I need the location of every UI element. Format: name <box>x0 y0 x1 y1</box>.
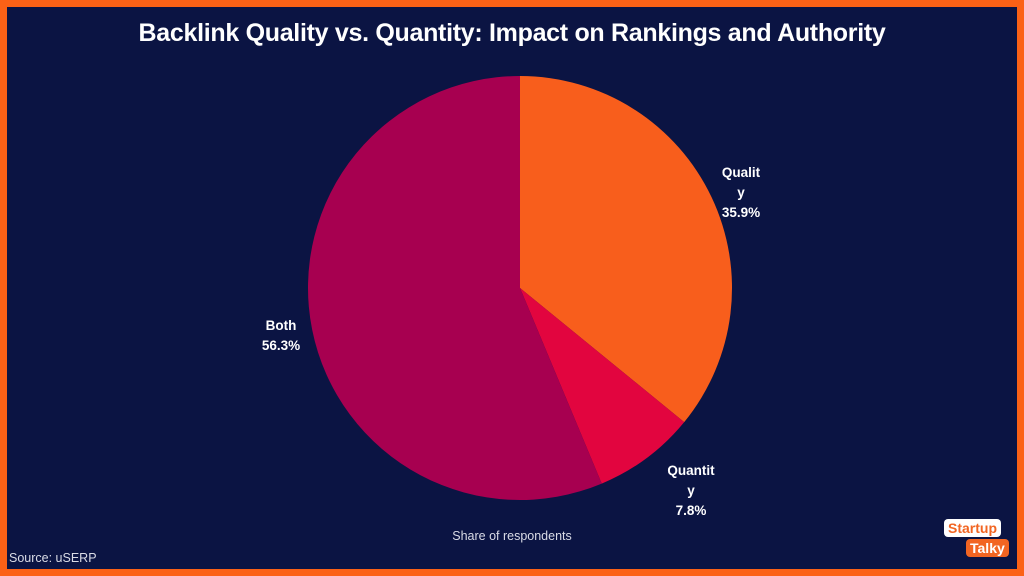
logo-line1: Startup <box>944 519 1001 537</box>
slice-label-quality: Quality 35.9% <box>716 163 766 223</box>
slice-value: 7.8% <box>675 503 707 518</box>
chart-title: Backlink Quality vs. Quantity: Impact on… <box>138 19 886 47</box>
slice-value: 56.3% <box>261 338 301 353</box>
slice-label-quantity: Quantity 7.8% <box>664 461 718 521</box>
pie-slice-quality <box>520 76 732 423</box>
pie-slice-quantity <box>520 288 685 484</box>
logo-line2: Talky <box>966 539 1009 557</box>
slice-name: Quantity <box>667 463 715 498</box>
slice-label-both: Both 56.3% <box>254 316 308 356</box>
pie-slice-both <box>308 76 602 501</box>
slice-name: Quality <box>721 165 761 200</box>
source-note: Source: uSERP <box>9 551 97 565</box>
chart-subtitle: Share of respondents <box>452 529 572 543</box>
slice-name: Both <box>265 318 297 333</box>
slice-value: 35.9% <box>721 205 761 220</box>
